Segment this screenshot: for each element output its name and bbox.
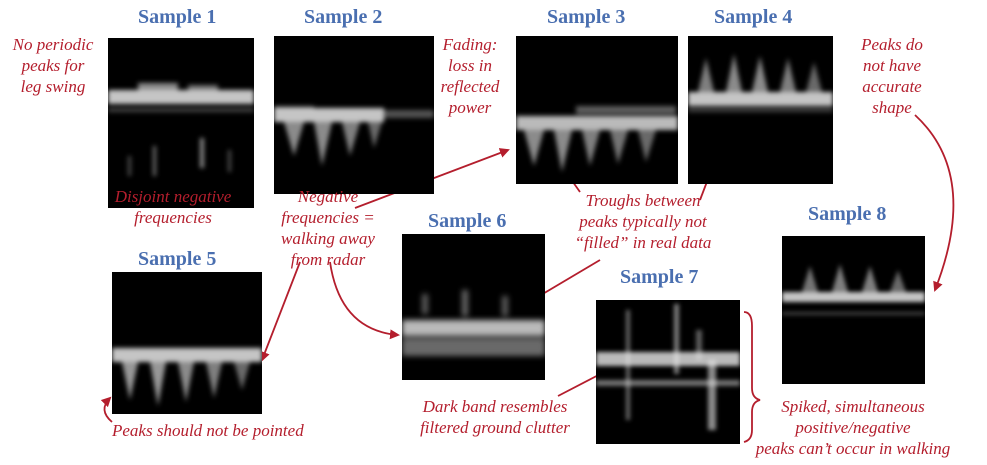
sample-2-title: Sample 2	[304, 6, 383, 28]
arrow-pointed-s5	[100, 396, 113, 423]
sample-1-title: Sample 1	[138, 6, 217, 28]
sample-3-title: Sample 3	[547, 6, 626, 28]
sample-2-spectrogram	[274, 36, 434, 194]
sample-7-title: Sample 7	[620, 266, 699, 288]
arrow-neg-to-s6	[329, 261, 400, 340]
note-negative-frequencies: Negative frequencies = walking away from…	[281, 187, 375, 269]
sample-3-spectrogram	[516, 36, 678, 184]
arrow-neg-to-s5	[260, 261, 301, 362]
note-peaks-accurate: Peaks do not have accurate shape	[861, 35, 923, 117]
sample-1-spectrogram	[108, 38, 254, 208]
note-fading: Fading: loss in reflected power	[440, 35, 500, 117]
sample-6-spectrogram	[402, 234, 545, 380]
note-spiked: Spiked, simultaneous positive/negative p…	[755, 397, 951, 458]
sample-5-title: Sample 5	[138, 248, 217, 270]
note-peaks-pointed: Peaks should not be pointed	[112, 421, 304, 440]
sample-8-spectrogram	[782, 236, 925, 384]
note-dark-band: Dark band resembles filtered ground clut…	[420, 397, 570, 437]
sample-6-title: Sample 6	[428, 210, 507, 232]
sample-8-title: Sample 8	[808, 203, 887, 225]
sample-7-spectrogram	[596, 300, 740, 444]
note-troughs: Troughs between peaks typically not “fil…	[574, 191, 712, 252]
note-no-periodic-peaks: No periodic peaks for leg swing	[12, 35, 94, 96]
sample-5-spectrogram	[112, 272, 262, 414]
sample-4-spectrogram	[688, 36, 833, 184]
sample-4-title: Sample 4	[714, 6, 793, 28]
note-disjoint-negative: Disjoint negative frequencies	[114, 187, 232, 227]
